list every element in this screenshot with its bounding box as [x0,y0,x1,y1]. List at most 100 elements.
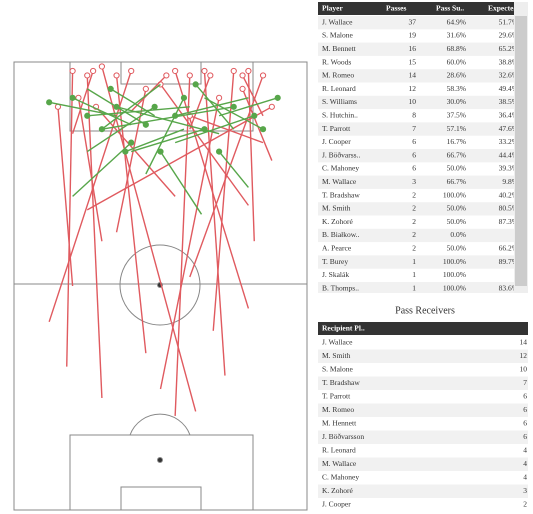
cell: M. Smith [322,204,351,213]
cell: 12 [409,84,417,93]
pass [86,106,156,153]
cell: 49.4% [499,84,518,93]
pass-start [84,72,91,79]
cell: 6 [412,137,416,146]
cell: 3 [523,486,527,495]
cell: 64.9% [447,17,466,26]
cell: M. Smith [322,351,351,360]
pass-start [107,85,114,92]
table-header [318,2,514,15]
column-header: Player [322,4,343,13]
cell: 31.6% [447,31,466,40]
pass-start [230,67,237,75]
pass-start [98,63,106,70]
pass [77,97,103,242]
pass-start [201,67,208,75]
pass-start [151,103,158,110]
pass [101,106,234,130]
cell: 14 [520,337,528,346]
cell: T. Parrott [322,391,351,400]
cell: M. Wallace [322,177,357,186]
cell: 50.0% [447,243,466,252]
cell: 83.6% [499,283,518,292]
pass-start [46,99,53,106]
cell: 47.6% [499,124,518,133]
row-stripe [318,69,514,83]
penalty-spot [157,457,163,463]
cell: 4 [523,445,527,454]
pass [101,66,197,412]
pass [159,151,203,215]
pass-start [201,126,208,133]
row-stripe [318,149,514,163]
column-header: Passes [386,4,406,13]
pass [218,151,249,188]
pass-start [69,94,76,101]
pass [218,97,278,117]
pass-start [245,67,252,75]
cell: 32.6% [499,71,518,80]
cell: 44.4% [499,150,518,159]
cell: 2 [412,190,416,199]
cell: 16.7% [447,137,466,146]
pass-start [128,139,135,146]
cell: J. Wallace [322,337,353,346]
pass [195,83,235,130]
cell: 9.8% [502,177,518,186]
pass-start [90,67,97,75]
row-stripe [318,403,528,417]
pass [101,83,161,130]
cell: 65.2% [499,44,518,53]
cell: 87.3% [499,217,518,226]
pass-start [207,72,214,79]
cell: C. Mahoney [322,164,359,173]
penalty-box-top [69,61,254,132]
cell: 68.8% [447,44,466,53]
column-header: Pass Su.. [436,4,464,13]
pass-start [239,85,246,92]
cell: 4 [523,472,527,481]
cell: 36.4% [499,110,518,119]
row-stripe [318,376,528,390]
scroll-thumb[interactable] [515,16,527,286]
passes [46,63,281,416]
cell: 30.0% [447,97,466,106]
table-header [318,322,528,335]
cell: 14 [409,71,417,80]
pass-start [142,121,149,128]
cell: 6 [412,150,416,159]
pass [72,97,132,126]
cell: R. Leonard [322,84,356,93]
row-stripe [318,484,528,498]
cell: 6 [523,432,527,441]
goal-box-bottom [120,486,202,511]
pass-start [268,103,275,110]
pass [57,106,74,287]
penalty-box-bottom [69,434,254,511]
cell: 60.0% [447,57,466,66]
pass-start [113,72,120,79]
column-header: Expecte.. [488,4,517,13]
pass [189,115,264,144]
pass [174,97,249,117]
cell: 6 [523,418,527,427]
pass [159,97,220,390]
cell: 8 [412,110,416,119]
cell: 29.6% [499,31,518,40]
cell: C. Mahoney [322,472,359,481]
cell: 15 [409,57,417,66]
cell: 6 [523,405,527,414]
cell: M. Romeo [322,405,354,414]
pass [174,75,191,416]
pass [95,106,176,197]
cell: 1 [412,270,416,279]
pass [189,75,211,130]
cell: 37 [409,17,417,26]
pass-start [84,112,91,119]
pass-start [216,148,223,155]
pass [241,88,273,161]
cell: S. Hutchin.. [322,110,358,119]
cell: 2 [412,230,416,239]
